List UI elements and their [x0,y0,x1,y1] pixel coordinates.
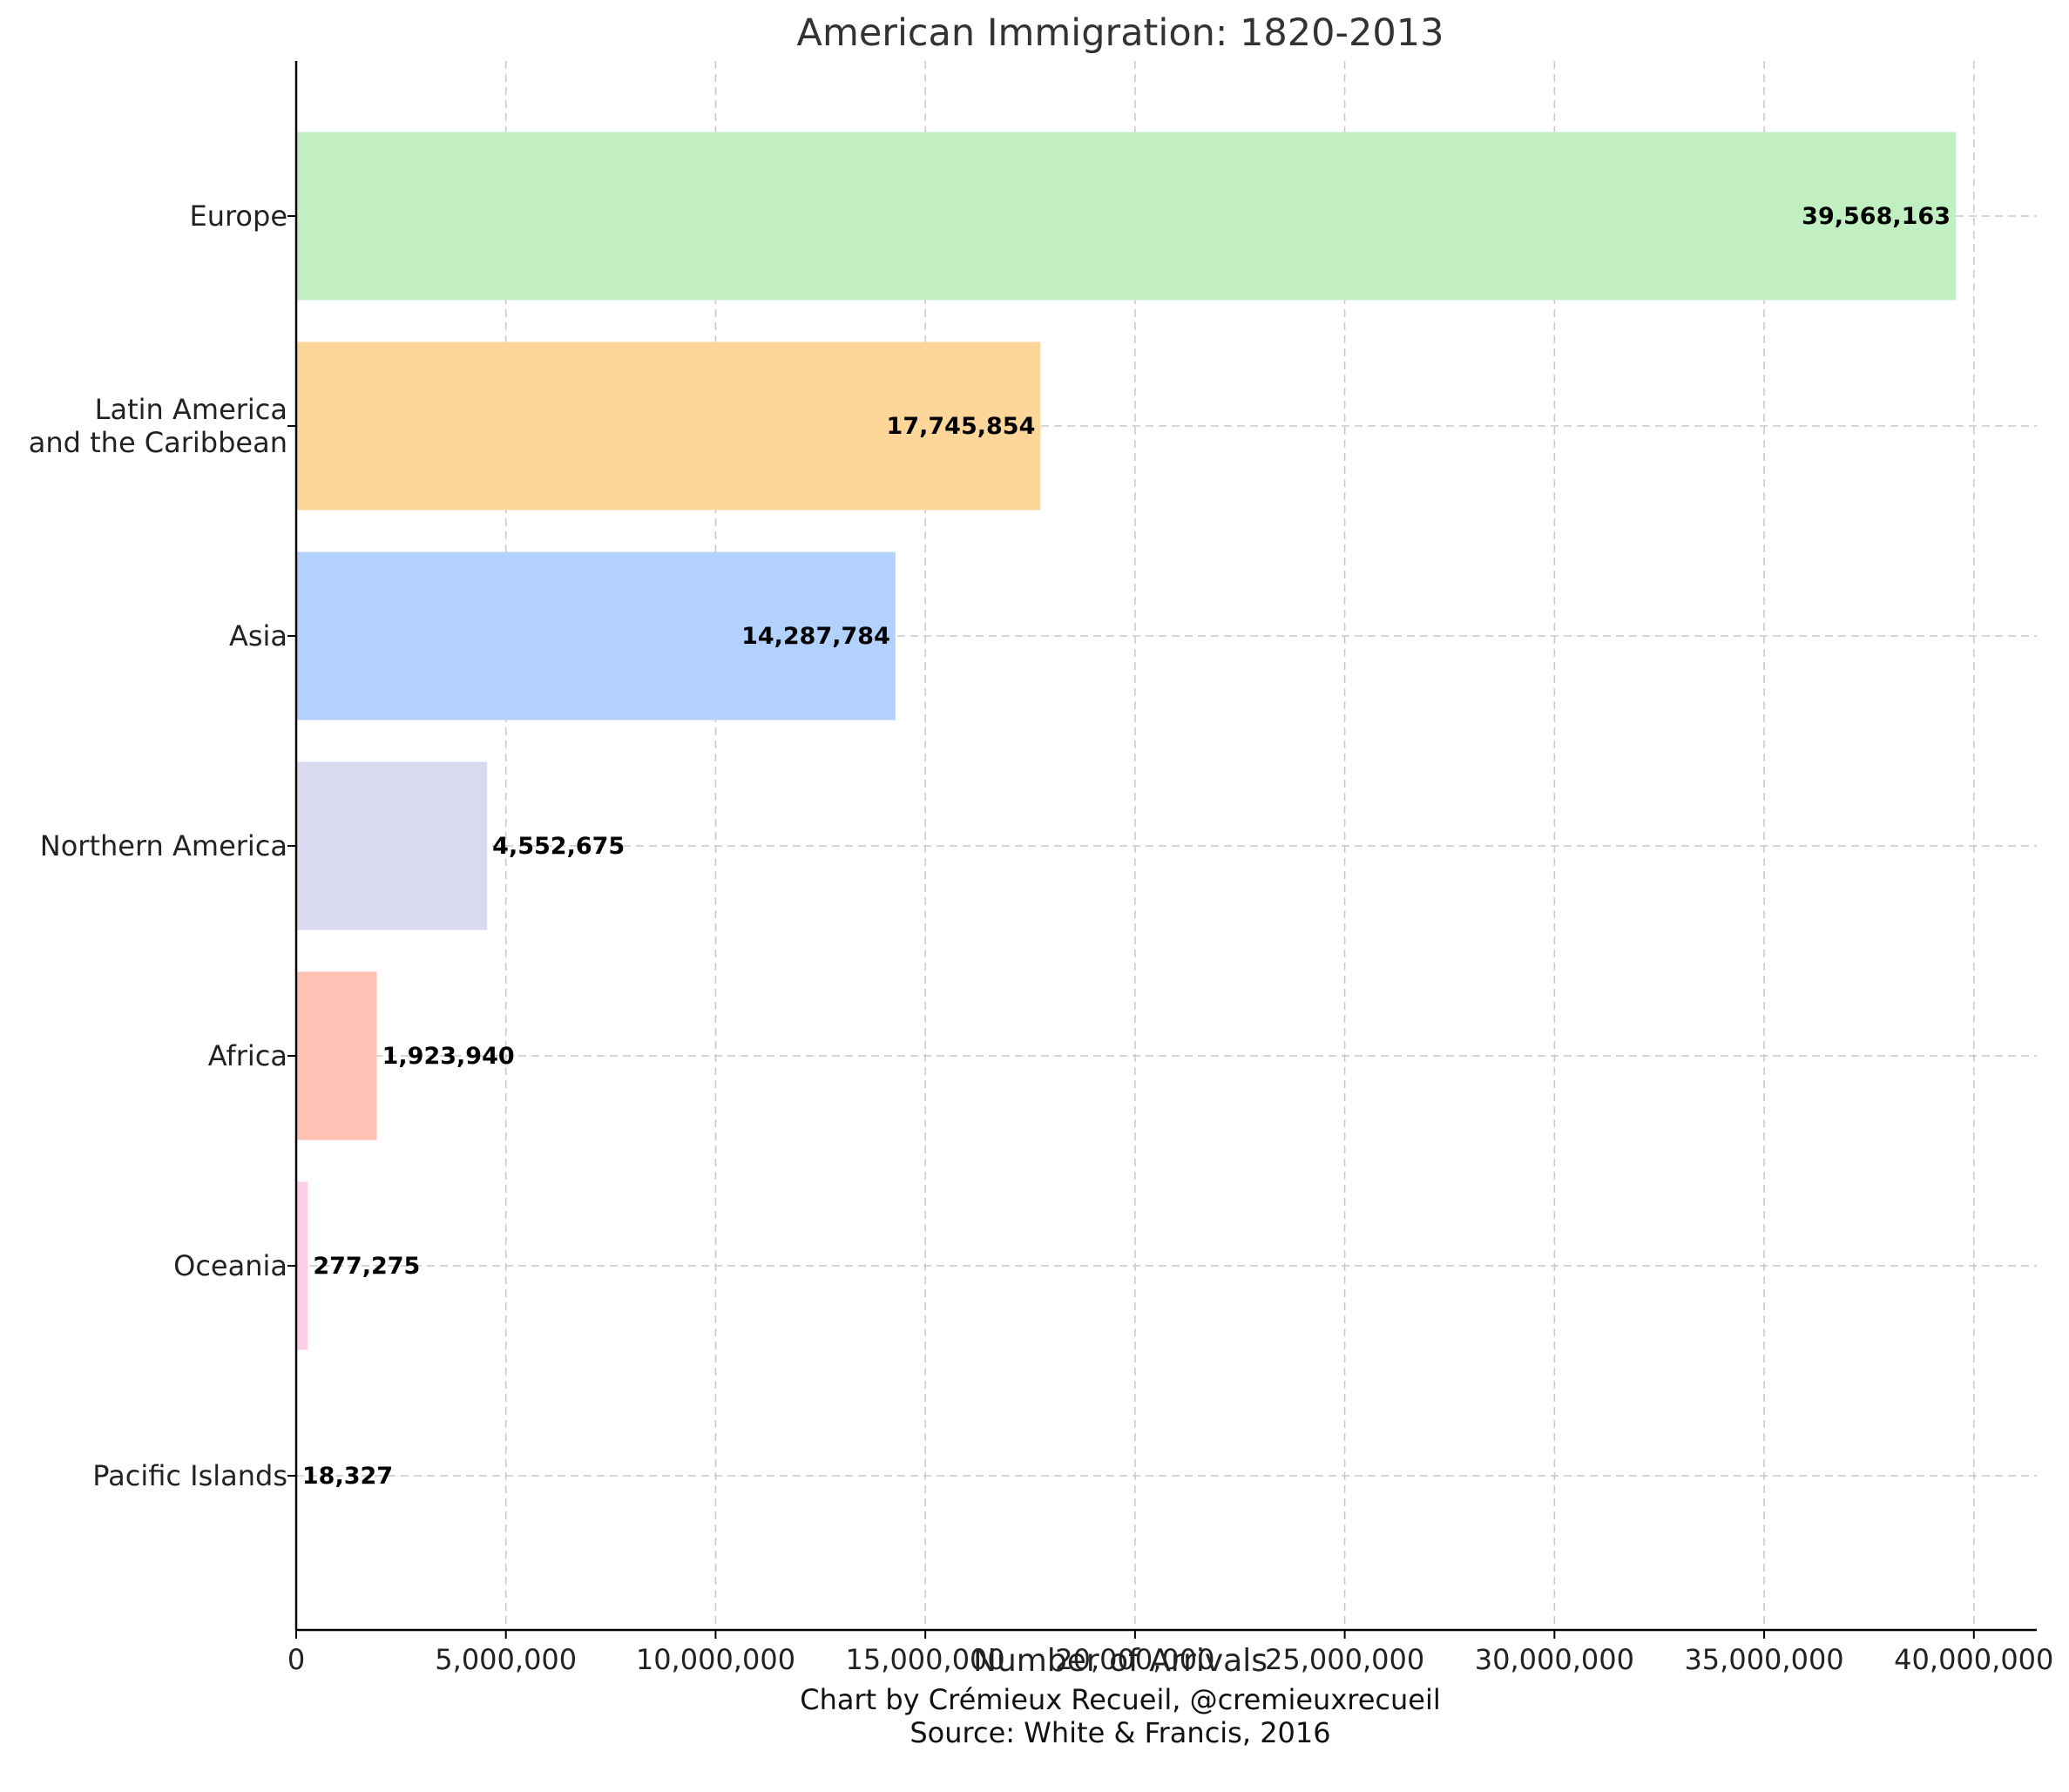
bar [296,1181,308,1350]
x-tick-label: 30,000,000 [1475,1643,1634,1676]
x-tick-label: 5,000,000 [435,1643,577,1676]
bars [296,132,1956,1560]
category-label: Latin America [95,393,287,426]
footer-source: Source: White & Francis, 2016 [909,1716,1330,1749]
bar [296,761,488,930]
x-tick-label: 0 [287,1643,305,1676]
category-label: Asia [229,619,287,653]
bar [296,132,1956,301]
category-label: Pacific Islands [92,1459,287,1492]
x-tick-label: 10,000,000 [636,1643,795,1676]
bar [296,551,896,720]
value-label: 1,923,940 [382,1043,515,1070]
value-label: 39,568,163 [1802,203,1951,230]
bar [296,971,377,1140]
category-label: Oceania [173,1249,287,1282]
chart-title: American Immigration: 1820-2013 [797,11,1444,55]
bar [296,341,1041,511]
x-tick-label: 20,000,000 [1055,1643,1214,1676]
x-axis-label: Number of Arrivals [973,1643,1268,1679]
value-label: 277,275 [313,1253,420,1280]
footer-credit: Chart by Crémieux Recueil, @cremieuxrecu… [800,1683,1441,1716]
axes [287,61,2037,1639]
x-tick-label: 25,000,000 [1265,1643,1424,1676]
category-label: and the Caribbean [29,426,287,459]
x-tick-label: 15,000,000 [846,1643,1005,1676]
category-label: Europe [189,199,287,233]
labels: 0 5,000,000 10,000,000 15,000,000 20,000,000… [29,199,2054,1676]
value-label: 4,552,675 [492,833,625,860]
category-label: Northern America [40,829,287,862]
value-label: 17,745,854 [887,413,1036,440]
category-label: Africa [208,1039,287,1072]
x-tick-label: 40,000,000 [1894,1643,2053,1676]
value-label: 18,327 [302,1463,393,1490]
x-tick-label: 35,000,000 [1684,1643,1843,1676]
value-label: 14,287,784 [741,623,890,650]
